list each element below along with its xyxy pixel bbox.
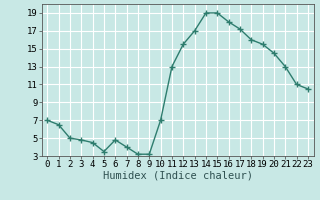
X-axis label: Humidex (Indice chaleur): Humidex (Indice chaleur) — [103, 171, 252, 181]
